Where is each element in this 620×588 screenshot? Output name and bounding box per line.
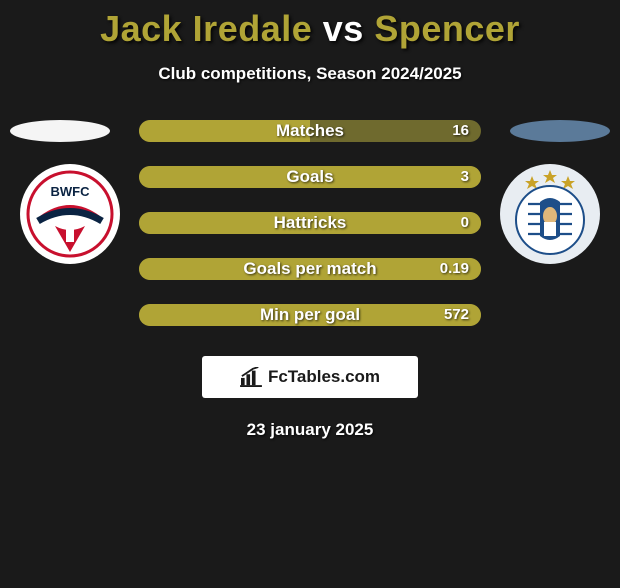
subtitle: Club competitions, Season 2024/2025 <box>0 64 620 84</box>
stat-label: Min per goal <box>139 305 481 325</box>
stat-row: Goals3 <box>139 166 481 188</box>
stats-list: Matches16 Goals3 Hattricks0 Goals per match… <box>139 120 481 326</box>
brand-text: FcTables.com <box>268 367 380 387</box>
stat-row: Matches16 <box>139 120 481 142</box>
player1-ellipse <box>10 120 110 142</box>
player1-club-crest: BWFC <box>20 164 120 264</box>
stat-row: Goals per match0.19 <box>139 258 481 280</box>
stat-value: 0.19 <box>440 260 469 277</box>
stat-label: Matches <box>139 121 481 141</box>
stat-row: Hattricks0 <box>139 212 481 234</box>
stat-value: 572 <box>444 306 469 323</box>
stat-label: Goals <box>139 167 481 187</box>
player1-name: Jack Iredale <box>100 8 312 49</box>
stat-value: 0 <box>461 214 469 231</box>
player2-ellipse <box>510 120 610 142</box>
svg-text:BWFC: BWFC <box>51 184 91 199</box>
brand-badge: FcTables.com <box>202 356 418 398</box>
content-area: BWFC Matches16 Goals3 Hattricks0 Goals per … <box>0 120 620 326</box>
player2-name: Spencer <box>374 8 520 49</box>
vs-text: vs <box>323 8 364 49</box>
bolton-crest-icon: BWFC <box>20 164 120 264</box>
chart-icon <box>240 367 262 387</box>
date-text: 23 january 2025 <box>0 420 620 440</box>
stat-value: 16 <box>452 122 469 139</box>
stat-label: Hattricks <box>139 213 481 233</box>
stat-label: Goals per match <box>139 259 481 279</box>
stat-value: 3 <box>461 168 469 185</box>
comparison-title: Jack Iredale vs Spencer <box>0 8 620 50</box>
player2-club-crest <box>500 164 600 264</box>
stat-row: Min per goal572 <box>139 304 481 326</box>
huddersfield-crest-icon <box>500 164 600 264</box>
